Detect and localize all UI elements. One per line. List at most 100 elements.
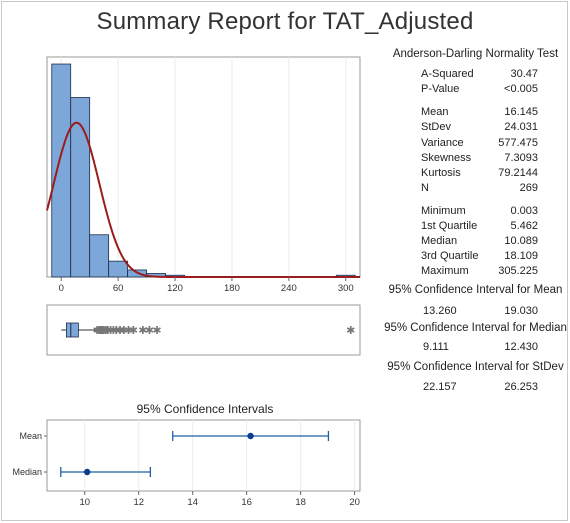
normality-test-title: Anderson-Darling Normality Test (392, 48, 559, 60)
stat-value: <0.005 (504, 83, 538, 95)
boxplot-outlier: ✱ (96, 325, 105, 337)
stat-row-mean: Mean 16.145 (383, 106, 568, 121)
boxplot-outlier: ✱ (145, 325, 154, 337)
boxplot-outlier: ✱ (124, 325, 133, 337)
boxplot-outlier: ✱ (103, 325, 112, 337)
stat-label: Skewness (421, 152, 472, 164)
stat-value: 30.47 (510, 68, 538, 80)
ci-median-title: 95% Confidence Interval for Median (384, 322, 567, 334)
stat-label: Minimum (421, 205, 466, 217)
stat-row-a-squared: A-Squared 30.47 (383, 68, 568, 83)
ci-mean-lower: 13.260 (423, 305, 457, 317)
ci-stdev-upper: 26.253 (504, 381, 538, 393)
ci-estimate-point (247, 432, 254, 440)
stat-label: N (421, 182, 429, 194)
stat-value: 269 (519, 182, 538, 194)
ci-tick-label: 10 (79, 497, 90, 508)
histogram-tick-label: 240 (281, 283, 297, 294)
normal-fit-curve (46, 121, 360, 278)
boxplot-outlier: ✱ (101, 325, 110, 337)
boxplot-outlier: ✱ (109, 325, 118, 337)
histogram-bar (51, 63, 72, 278)
stat-label: 3rd Quartile (421, 250, 479, 262)
stat-value: 18.109 (504, 250, 538, 262)
boxplot-outlier: ✱ (95, 325, 104, 337)
boxplot-box (66, 322, 79, 338)
histogram-bar (70, 97, 91, 278)
ci-median-upper: 12.430 (504, 341, 538, 353)
ci-tick-label: 12 (133, 497, 144, 508)
boxplot-outlier: ✱ (115, 325, 124, 337)
stat-row-median: Median 10.089 (383, 235, 568, 250)
ci-stdev-title: 95% Confidence Interval for StDev (387, 361, 564, 373)
ci-estimate-point (83, 468, 91, 476)
histogram-tick-label: 300 (338, 283, 354, 294)
stat-label: StDev (421, 121, 451, 133)
ci-tick-label: 14 (187, 497, 198, 508)
stat-row-maximum: Maximum 305.225 (383, 265, 568, 280)
stat-label: Median (421, 235, 458, 247)
stat-label: 1st Quartile (421, 220, 478, 232)
stat-row-minimum: Minimum 0.003 (383, 205, 568, 220)
ci-median-lower: 9.111 (423, 341, 449, 353)
stat-label: A-Squared (421, 68, 474, 80)
stat-value: 79.2144 (498, 167, 538, 179)
ci-category-label: Mean (19, 431, 42, 441)
ci-chart-title: 95% Confidence Intervals (137, 402, 274, 416)
boxplot-outlier: ✱ (138, 325, 147, 337)
boxplot-area (46, 304, 361, 356)
ci-mean-upper: 19.030 (504, 305, 538, 317)
boxplot-outlier: ✱ (129, 325, 138, 337)
ci-category-label: Median (12, 467, 42, 477)
stat-value: 24.031 (504, 121, 538, 133)
stat-row-3rd-quartile: 3rd Quartile 18.109 (383, 250, 568, 265)
stat-value: 0.003 (510, 205, 538, 217)
ci-mean-row: 13.260 19.030 (383, 305, 568, 320)
boxplot-outlier: ✱ (96, 325, 105, 337)
boxplot-outlier: ✱ (346, 325, 355, 337)
ci-stdev-row: 22.157 26.253 (383, 381, 568, 396)
ci-plot-area (46, 419, 361, 492)
ci-tick-label: 18 (295, 497, 306, 508)
histogram-bar (89, 234, 110, 278)
boxplot-outlier: ✱ (112, 325, 121, 337)
stat-row-stdev: StDev 24.031 (383, 121, 568, 136)
ci-tick-label: 16 (241, 497, 252, 508)
boxplot-outlier: ✱ (99, 325, 108, 337)
ci-mean-title: 95% Confidence Interval for Mean (388, 284, 563, 296)
ci-median-row: 9.111 12.430 (383, 341, 568, 356)
histogram-tick-label: 180 (224, 283, 240, 294)
stat-value: 10.089 (504, 235, 538, 247)
report-title: Summary Report for TAT_Adjusted (96, 8, 474, 35)
stat-row-n: N 269 (383, 182, 568, 197)
stat-row-variance: Variance 577.475 (383, 137, 568, 152)
stat-value: 577.475 (498, 137, 538, 149)
stat-label: Kurtosis (421, 167, 461, 179)
boxplot-outlier: ✱ (93, 325, 102, 337)
stat-value: 305.225 (498, 265, 538, 277)
stat-row-p-value: P-Value <0.005 (383, 83, 568, 98)
boxplot-outlier: ✱ (106, 325, 115, 337)
stat-label: Variance (421, 137, 464, 149)
stat-label: Mean (421, 106, 449, 118)
stat-value: 7.3093 (504, 152, 538, 164)
boxplot-outlier: ✱ (97, 325, 106, 337)
boxplot-outlier: ✱ (119, 325, 128, 337)
stat-label: P-Value (421, 83, 460, 95)
boxplot-outlier: ✱ (152, 325, 161, 337)
histogram-bar (108, 260, 129, 278)
stat-row-kurtosis: Kurtosis 79.2144 (383, 167, 568, 182)
stat-value: 16.145 (504, 106, 538, 118)
histogram-tick-label: 0 (59, 283, 64, 294)
histogram-tick-label: 120 (167, 283, 183, 294)
ci-stdev-lower: 22.157 (423, 381, 457, 393)
boxplot-outlier: ✱ (98, 325, 107, 337)
stat-value: 5.462 (510, 220, 538, 232)
stat-row-skewness: Skewness 7.3093 (383, 152, 568, 167)
ci-tick-label: 20 (349, 497, 360, 508)
stat-row-1st-quartile: 1st Quartile 5.462 (383, 220, 568, 235)
histogram-tick-label: 60 (113, 283, 124, 294)
stat-label: Maximum (421, 265, 469, 277)
